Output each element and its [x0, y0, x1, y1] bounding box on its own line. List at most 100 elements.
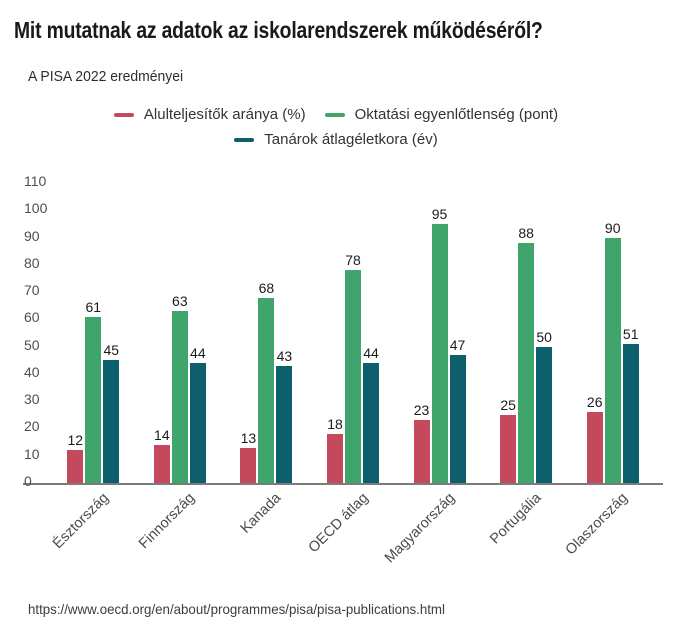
x-axis-label: Olaszország [562, 490, 632, 559]
bar-inequality [431, 223, 448, 483]
bar-with-label: 78 [344, 252, 361, 483]
legend: Alulteljesítők aránya (%) Oktatási egyen… [0, 106, 672, 148]
bar-value-label: 43 [276, 347, 293, 364]
legend-label: Tanárok átlagéletkora (év) [264, 131, 438, 148]
bar-group: 12 61 45 [50, 299, 137, 483]
bar-underperformers [153, 444, 170, 483]
bar-value-label: 44 [363, 345, 379, 361]
legend-dash-icon [324, 112, 345, 117]
bar-with-label: 88 [518, 225, 535, 483]
bar-value-label: 50 [536, 328, 552, 345]
x-axis-label: Kanada [238, 490, 285, 537]
x-axis-line [23, 483, 663, 485]
bar-group: 13 68 43 [223, 280, 310, 483]
y-axis-tick: 80 [24, 254, 40, 271]
bar-inequality [85, 316, 102, 483]
bar-teacher-age [276, 365, 293, 483]
bar-with-label: 47 [449, 336, 466, 483]
bar-with-label: 23 [413, 402, 430, 483]
bar-with-label: 12 [67, 432, 84, 483]
bar-with-label: 45 [103, 342, 120, 483]
y-axis-tick: 110 [24, 173, 47, 189]
bar-group: 23 95 47 [396, 206, 483, 483]
bar-group: 18 78 44 [310, 252, 397, 483]
bar-inequality [344, 270, 361, 483]
y-axis-tick: 70 [24, 282, 40, 299]
x-axis-label: OECD átlag [305, 490, 372, 557]
bar-group: 26 90 51 [569, 220, 656, 483]
bar-chart: 0 10 20 30 40 50 60 70 80 90 100 110 12 61 45 Észtorszá… [0, 173, 691, 566]
bar-with-label: 44 [362, 345, 379, 483]
bar-value-label: 63 [172, 293, 188, 310]
source-url: https://www.oecd.org/en/about/programmes… [28, 601, 445, 617]
bar-value-label: 95 [431, 205, 448, 222]
y-axis-tick: 100 [24, 200, 48, 217]
bar-value-label: 25 [500, 396, 516, 413]
bar-inequality [171, 311, 188, 483]
bar-underperformers [413, 420, 430, 483]
bar-value-label: 18 [327, 415, 343, 432]
y-axis-tick: 10 [24, 445, 40, 462]
y-axis-tick: 90 [24, 227, 40, 244]
bar-with-label: 25 [500, 396, 517, 483]
x-axis-label: Finnország [136, 490, 199, 553]
bar-group: 14 63 44 [137, 293, 224, 483]
bar-inequality [518, 243, 535, 483]
legend-item-inequality: Oktatási egyenlőtlenség (pont) [324, 106, 559, 123]
y-axis-tick: 60 [24, 309, 40, 326]
bar-value-label: 47 [449, 336, 466, 353]
bar-with-label: 14 [153, 426, 170, 483]
y-axis-tick: 20 [24, 418, 40, 435]
bar-value-label: 78 [345, 252, 361, 269]
bar-value-label: 12 [67, 432, 84, 449]
bar-teacher-age [449, 354, 466, 483]
bar-underperformers [67, 450, 84, 483]
bar-value-label: 26 [586, 394, 603, 411]
legend-row-1: Alulteljesítők aránya (%) Oktatási egyen… [113, 106, 559, 123]
y-axis-tick: 50 [24, 336, 40, 353]
bar-with-label: 18 [326, 415, 343, 483]
x-axis-label: Magyarország [381, 490, 458, 567]
bar-underperformers [240, 447, 257, 483]
legend-label: Alulteljesítők aránya (%) [143, 106, 306, 123]
legend-row-2: Tanárok átlagéletkora (év) [234, 131, 438, 148]
page-title: Mit mutatnak az adatok az iskolarendszer… [14, 17, 543, 43]
bar-underperformers [586, 412, 603, 483]
legend-item-teacher-age: Tanárok átlagéletkora (év) [234, 131, 438, 148]
bar-group: 25 88 50 [483, 225, 570, 483]
bar-underperformers [500, 414, 517, 483]
bar-value-label: 88 [518, 225, 534, 241]
bar-with-label: 68 [258, 279, 275, 483]
legend-label: Oktatási egyenlőtlenség (pont) [354, 106, 559, 123]
x-axis-label: Portugália [486, 490, 545, 548]
bar-value-label: 68 [258, 279, 275, 296]
bar-value-label: 45 [103, 342, 120, 359]
bar-value-label: 23 [413, 402, 430, 419]
bar-teacher-age [622, 343, 639, 483]
bar-value-label: 44 [190, 345, 206, 361]
bar-with-label: 26 [586, 394, 603, 483]
bar-with-label: 90 [604, 219, 621, 483]
y-axis-tick: 40 [24, 363, 40, 380]
chart-subtitle: A PISA 2022 eredményei [28, 68, 184, 85]
bar-with-label: 44 [189, 345, 206, 483]
bar-value-label: 90 [604, 219, 621, 236]
bar-value-label: 51 [622, 325, 639, 342]
bar-inequality [604, 237, 621, 483]
bar-teacher-age [362, 363, 379, 483]
y-axis-tick: 30 [24, 391, 40, 408]
bar-with-label: 61 [85, 298, 102, 483]
bar-value-label: 61 [85, 298, 102, 315]
bar-with-label: 63 [171, 293, 188, 483]
bar-teacher-age [189, 363, 206, 483]
bar-with-label: 13 [240, 429, 257, 483]
bar-teacher-age [536, 346, 553, 483]
legend-dash-icon [234, 137, 255, 142]
legend-item-underperformers: Alulteljesítők aránya (%) [113, 106, 306, 123]
bar-underperformers [326, 433, 343, 483]
legend-dash-icon [113, 112, 134, 117]
bar-value-label: 14 [154, 426, 170, 443]
bar-with-label: 43 [276, 347, 293, 483]
bar-value-label: 13 [240, 429, 257, 446]
